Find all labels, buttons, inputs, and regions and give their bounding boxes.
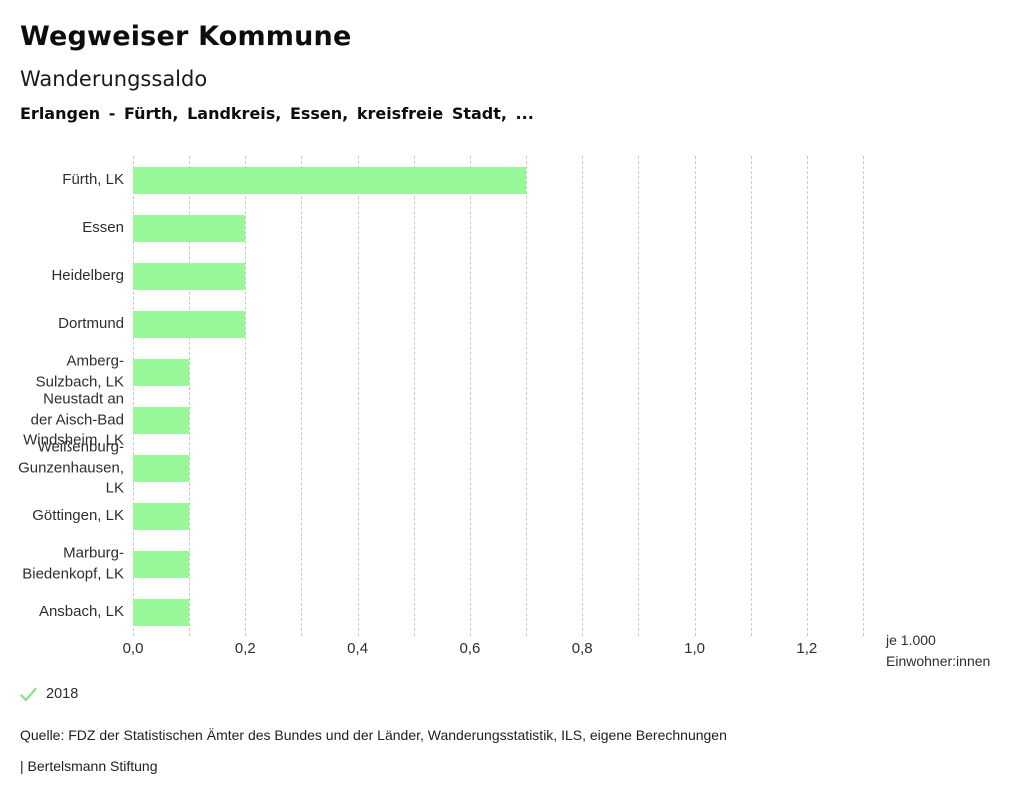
category-label: Fürth, LK	[62, 170, 124, 188]
category-label: Heidelberg	[51, 266, 124, 284]
x-tick-label: 0,6	[459, 640, 481, 657]
category-label: Essen	[82, 218, 124, 236]
gridline	[189, 156, 191, 636]
chart-title: Wanderungssaldo	[20, 67, 208, 91]
checkmark-icon	[20, 687, 37, 701]
bar[interactable]	[133, 166, 527, 194]
x-tick-label: 0,4	[347, 640, 369, 657]
x-tick-label: 0,8	[571, 640, 593, 657]
gridline	[469, 156, 471, 636]
x-tick-label: 0,2	[234, 640, 256, 657]
gridline	[638, 156, 640, 636]
category-label: Weißenburg- Gunzenhausen, LK	[18, 438, 124, 497]
x-tick-label: 1,2	[796, 640, 818, 657]
x-axis-unit-line1: je 1.000	[886, 632, 936, 648]
bar-chart: Fürth, LK Essen Heidelberg Dortmund Amberg- …	[0, 156, 1024, 686]
bar[interactable]	[133, 214, 246, 242]
bar[interactable]	[133, 358, 190, 386]
gridline	[750, 156, 752, 636]
legend-item-2018[interactable]: 2018	[20, 686, 78, 702]
bar[interactable]	[133, 310, 246, 338]
selection-breadcrumb: Erlangen - Fürth, Landkreis, Essen, krei…	[20, 104, 534, 123]
bar[interactable]	[133, 598, 190, 626]
gridline	[413, 156, 415, 636]
gridline	[133, 156, 134, 636]
gridline	[526, 156, 528, 636]
x-tick-label: 0,0	[122, 640, 144, 657]
category-label: Amberg- Sulzbach, LK	[35, 352, 124, 391]
brand-text: | Bertelsmann Stiftung	[20, 758, 158, 774]
x-axis-unit-label: je 1.000 Einwohner:innen	[886, 630, 990, 672]
source-text: Quelle: FDZ der Statistischen Ämter des …	[20, 727, 727, 743]
bar[interactable]	[133, 502, 190, 530]
page-title: Wegweiser Kommune	[20, 21, 352, 52]
category-axis: Fürth, LK Essen Heidelberg Dortmund Amberg- …	[0, 156, 124, 636]
category-label: Göttingen, LK	[32, 506, 124, 524]
gridline	[806, 156, 808, 636]
x-axis-unit-line2: Einwohner:innen	[886, 653, 991, 669]
category-label: Marburg- Biedenkopf, LK	[22, 544, 124, 583]
bar[interactable]	[133, 406, 190, 434]
category-label: Dortmund	[58, 314, 124, 332]
bar[interactable]	[133, 550, 190, 578]
gridline	[245, 156, 247, 636]
bar[interactable]	[133, 262, 246, 290]
category-label: Neustadt an der Aisch-Bad Windsheim, LK	[23, 390, 124, 449]
gridline	[301, 156, 303, 636]
legend-year-label: 2018	[46, 686, 79, 702]
x-axis-ticks: 0,0 0,2 0,4 0,6 0,8 1,0 1,2	[123, 640, 893, 660]
plot-area	[133, 156, 864, 636]
gridline	[357, 156, 359, 636]
bar[interactable]	[133, 454, 190, 482]
gridline	[582, 156, 584, 636]
x-tick-label: 1,0	[684, 640, 705, 657]
gridline	[863, 156, 864, 636]
gridline	[694, 156, 696, 636]
category-label: Ansbach, LK	[38, 602, 124, 620]
